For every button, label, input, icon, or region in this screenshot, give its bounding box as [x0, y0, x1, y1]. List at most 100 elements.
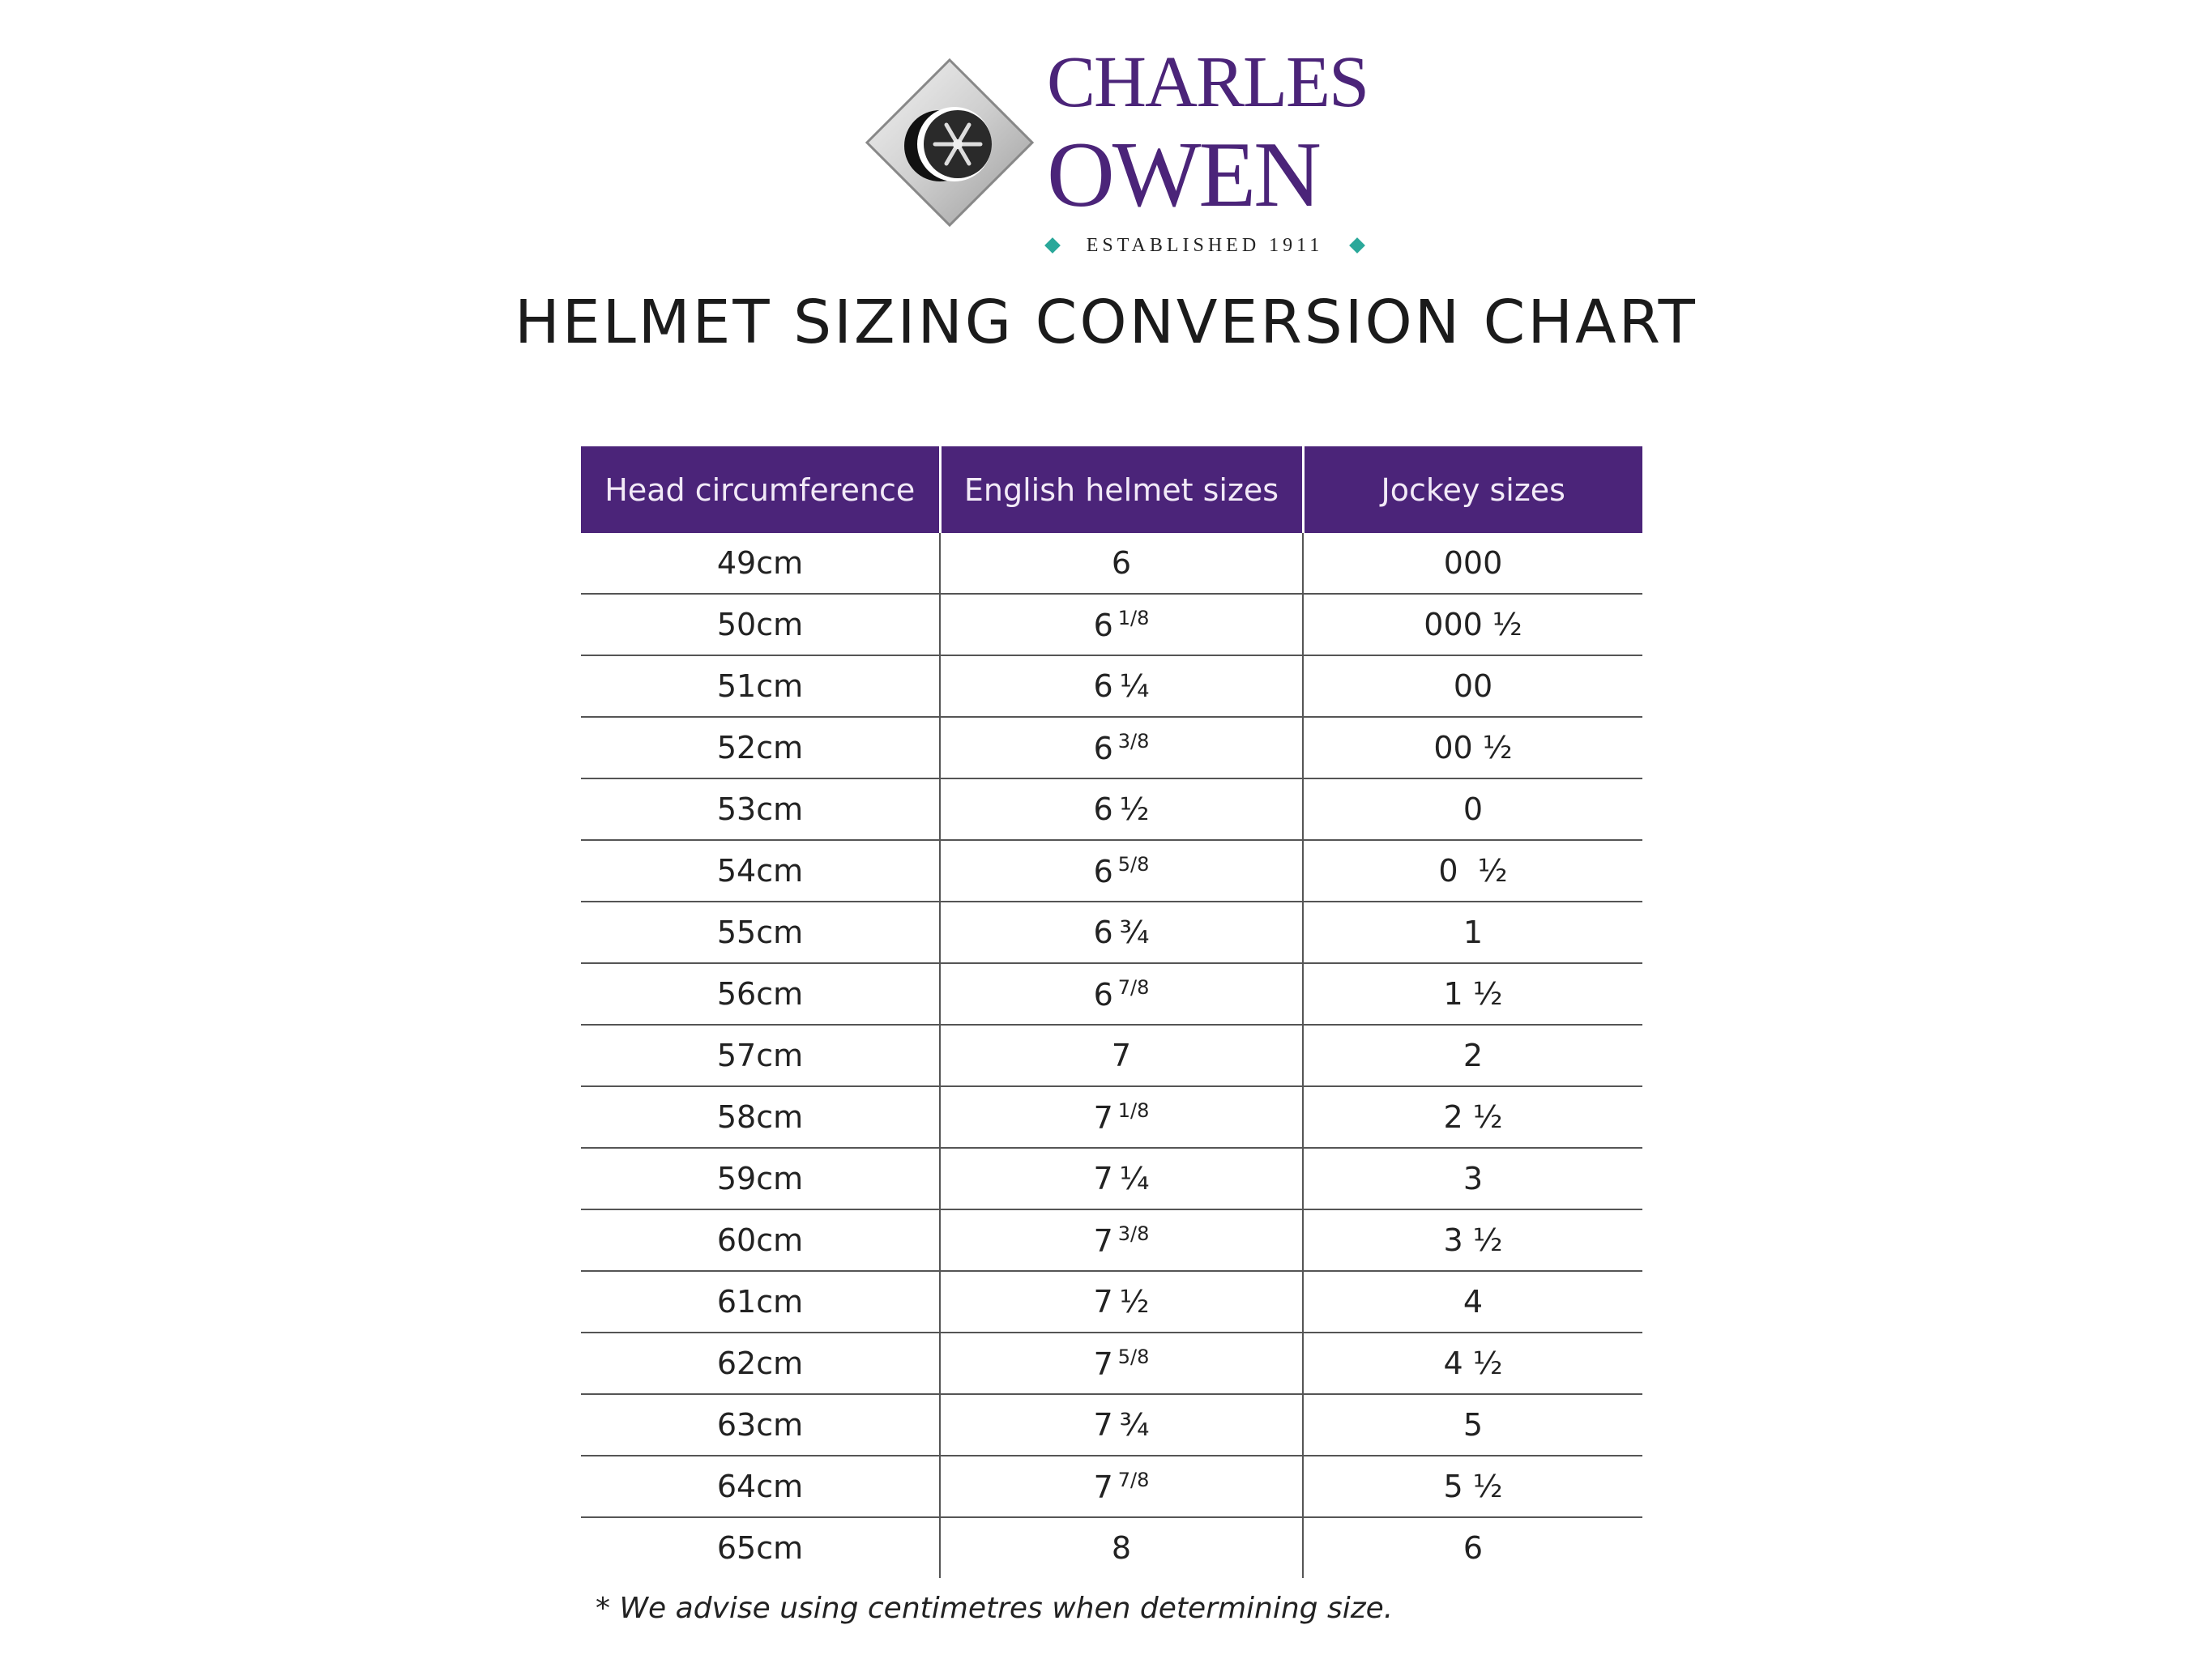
table-row: 63cm 7 ¾ 5	[581, 1394, 1642, 1456]
table-row: 53cm 6 ½ 0	[581, 778, 1642, 841]
english-fraction: 7/8	[1117, 975, 1150, 999]
table-row: 57cm 7 2	[581, 1025, 1642, 1087]
table-row: 55cm 6 ¾ 1	[581, 902, 1642, 964]
table-row: 62cm 7 5/8 4 ½	[581, 1333, 1642, 1395]
english-whole: 6	[1093, 668, 1113, 704]
english-whole: 6	[1093, 607, 1113, 643]
cell-head-circumference: 60cm	[581, 1209, 940, 1272]
diamond-icon	[1044, 237, 1061, 254]
cell-head-circumference: 63cm	[581, 1394, 940, 1456]
header-english-sizes: English helmet sizes	[938, 446, 1303, 533]
cell-head-circumference: 55cm	[581, 902, 940, 964]
table-row: 60cm 7 3/8 3 ½	[581, 1209, 1642, 1272]
cell-jockey-size: 1 ½	[1302, 963, 1642, 1026]
helmet-emblem-icon	[865, 58, 1035, 228]
cell-english-size: 6 1/8	[939, 594, 1303, 656]
english-whole: 6	[1093, 791, 1113, 827]
cell-jockey-size: 2 ½	[1302, 1086, 1642, 1149]
cell-head-circumference: 61cm	[581, 1271, 940, 1333]
english-whole: 7	[1093, 1346, 1113, 1382]
table-row: 54cm 6 5/8 0 ½	[581, 840, 1642, 902]
english-fraction: 5/8	[1117, 1345, 1150, 1368]
cell-jockey-size: 2	[1302, 1025, 1642, 1087]
cell-head-circumference: 54cm	[581, 840, 940, 902]
english-whole: 7	[1093, 1284, 1113, 1320]
cell-jockey-size: 0 ½	[1302, 840, 1642, 902]
table-row: 64cm 7 7/8 5 ½	[581, 1456, 1642, 1518]
english-whole: 7	[1093, 1222, 1113, 1259]
cell-jockey-size: 4	[1302, 1271, 1642, 1333]
table-row: 58cm 7 1/8 2 ½	[581, 1086, 1642, 1149]
table-row: 50cm 6 1/8 000 ½	[581, 594, 1642, 656]
cell-head-circumference: 59cm	[581, 1148, 940, 1210]
english-fraction: ½	[1119, 1284, 1150, 1320]
cell-head-circumference: 57cm	[581, 1025, 940, 1087]
cell-english-size: 6	[939, 533, 1303, 595]
english-fraction: 5/8	[1117, 852, 1150, 876]
english-whole: 7	[1093, 1407, 1113, 1443]
cell-jockey-size: 3	[1302, 1148, 1642, 1210]
sizing-table: Head circumference English helmet sizes …	[581, 446, 1642, 1578]
english-whole: 7	[1093, 1099, 1113, 1136]
english-fraction: 1/8	[1117, 1098, 1150, 1122]
english-fraction: 1/8	[1117, 606, 1150, 629]
cell-english-size: 7 7/8	[939, 1456, 1303, 1518]
cell-english-size: 7 3/8	[939, 1209, 1303, 1272]
cell-jockey-size: 1	[1302, 902, 1642, 964]
cell-jockey-size: 000	[1302, 533, 1642, 595]
english-whole: 7	[1111, 1038, 1132, 1073]
cell-head-circumference: 52cm	[581, 717, 940, 779]
cell-head-circumference: 64cm	[581, 1456, 940, 1518]
cell-head-circumference: 53cm	[581, 778, 940, 841]
english-whole: 6	[1093, 976, 1113, 1013]
brand-line-2: OWEN	[1047, 123, 1322, 227]
cell-english-size: 6 3/8	[939, 717, 1303, 779]
english-whole: 6	[1111, 545, 1132, 581]
english-whole: 6	[1093, 730, 1113, 766]
cell-head-circumference: 65cm	[716, 1530, 804, 1566]
table-row: 59cm 7 ¼ 3	[581, 1148, 1642, 1210]
cell-jockey-size: 00	[1302, 655, 1642, 718]
english-fraction: ¼	[1119, 668, 1150, 704]
english-whole: 7	[1093, 1161, 1113, 1196]
table-row: 52cm 6 3/8 00 ½	[581, 717, 1642, 779]
english-fraction: ¾	[1119, 915, 1150, 950]
cell-head-circumference: 62cm	[581, 1333, 940, 1395]
cell-head-circumference: 51cm	[581, 655, 940, 718]
english-fraction: 3/8	[1117, 1222, 1150, 1245]
table-row: 61cm 7 ½ 4	[581, 1271, 1642, 1333]
header-jockey-sizes: Jockey sizes	[1301, 446, 1642, 533]
cell-english-size: 7	[939, 1025, 1303, 1087]
cell-jockey-size: 00 ½	[1302, 717, 1642, 779]
table-row: 65cm 8 6	[581, 1517, 1642, 1578]
cell-jockey-size: 5	[1302, 1394, 1642, 1456]
cell-jockey-size: 000 ½	[1302, 594, 1642, 656]
cell-jockey-size: 3 ½	[1302, 1209, 1642, 1272]
english-whole: 7	[1093, 1469, 1113, 1505]
tagline: ESTABLISHED 1911	[1044, 233, 1365, 258]
english-fraction: ½	[1119, 791, 1150, 827]
cell-jockey-size: 5 ½	[1302, 1456, 1642, 1518]
cell-head-circumference: 56cm	[581, 963, 940, 1026]
cell-head-circumference: 58cm	[581, 1086, 940, 1149]
english-fraction: ¾	[1119, 1407, 1150, 1443]
brand-line-1: CHARLES	[1047, 42, 1369, 122]
footnote: * We advise using centimetres when deter…	[596, 1592, 1394, 1625]
cell-english-size: 6 7/8	[939, 963, 1303, 1026]
cell-jockey-size: 0	[1302, 778, 1642, 841]
cell-english-size: 8	[939, 1517, 1303, 1578]
cell-head-circumference: 50cm	[581, 594, 940, 656]
cell-jockey-size: 6	[1302, 1517, 1642, 1578]
table-row: 56cm 6 7/8 1 ½	[581, 963, 1642, 1026]
table-header: Head circumference English helmet sizes …	[581, 446, 1642, 533]
table-row: 49cm 6 000	[581, 533, 1642, 595]
cell-english-size: 7 5/8	[939, 1333, 1303, 1395]
english-whole: 6	[1093, 915, 1113, 950]
cell-english-size: 7 1/8	[939, 1086, 1303, 1149]
page-title: HELMET SIZING CONVERSION CHART	[515, 288, 1697, 357]
